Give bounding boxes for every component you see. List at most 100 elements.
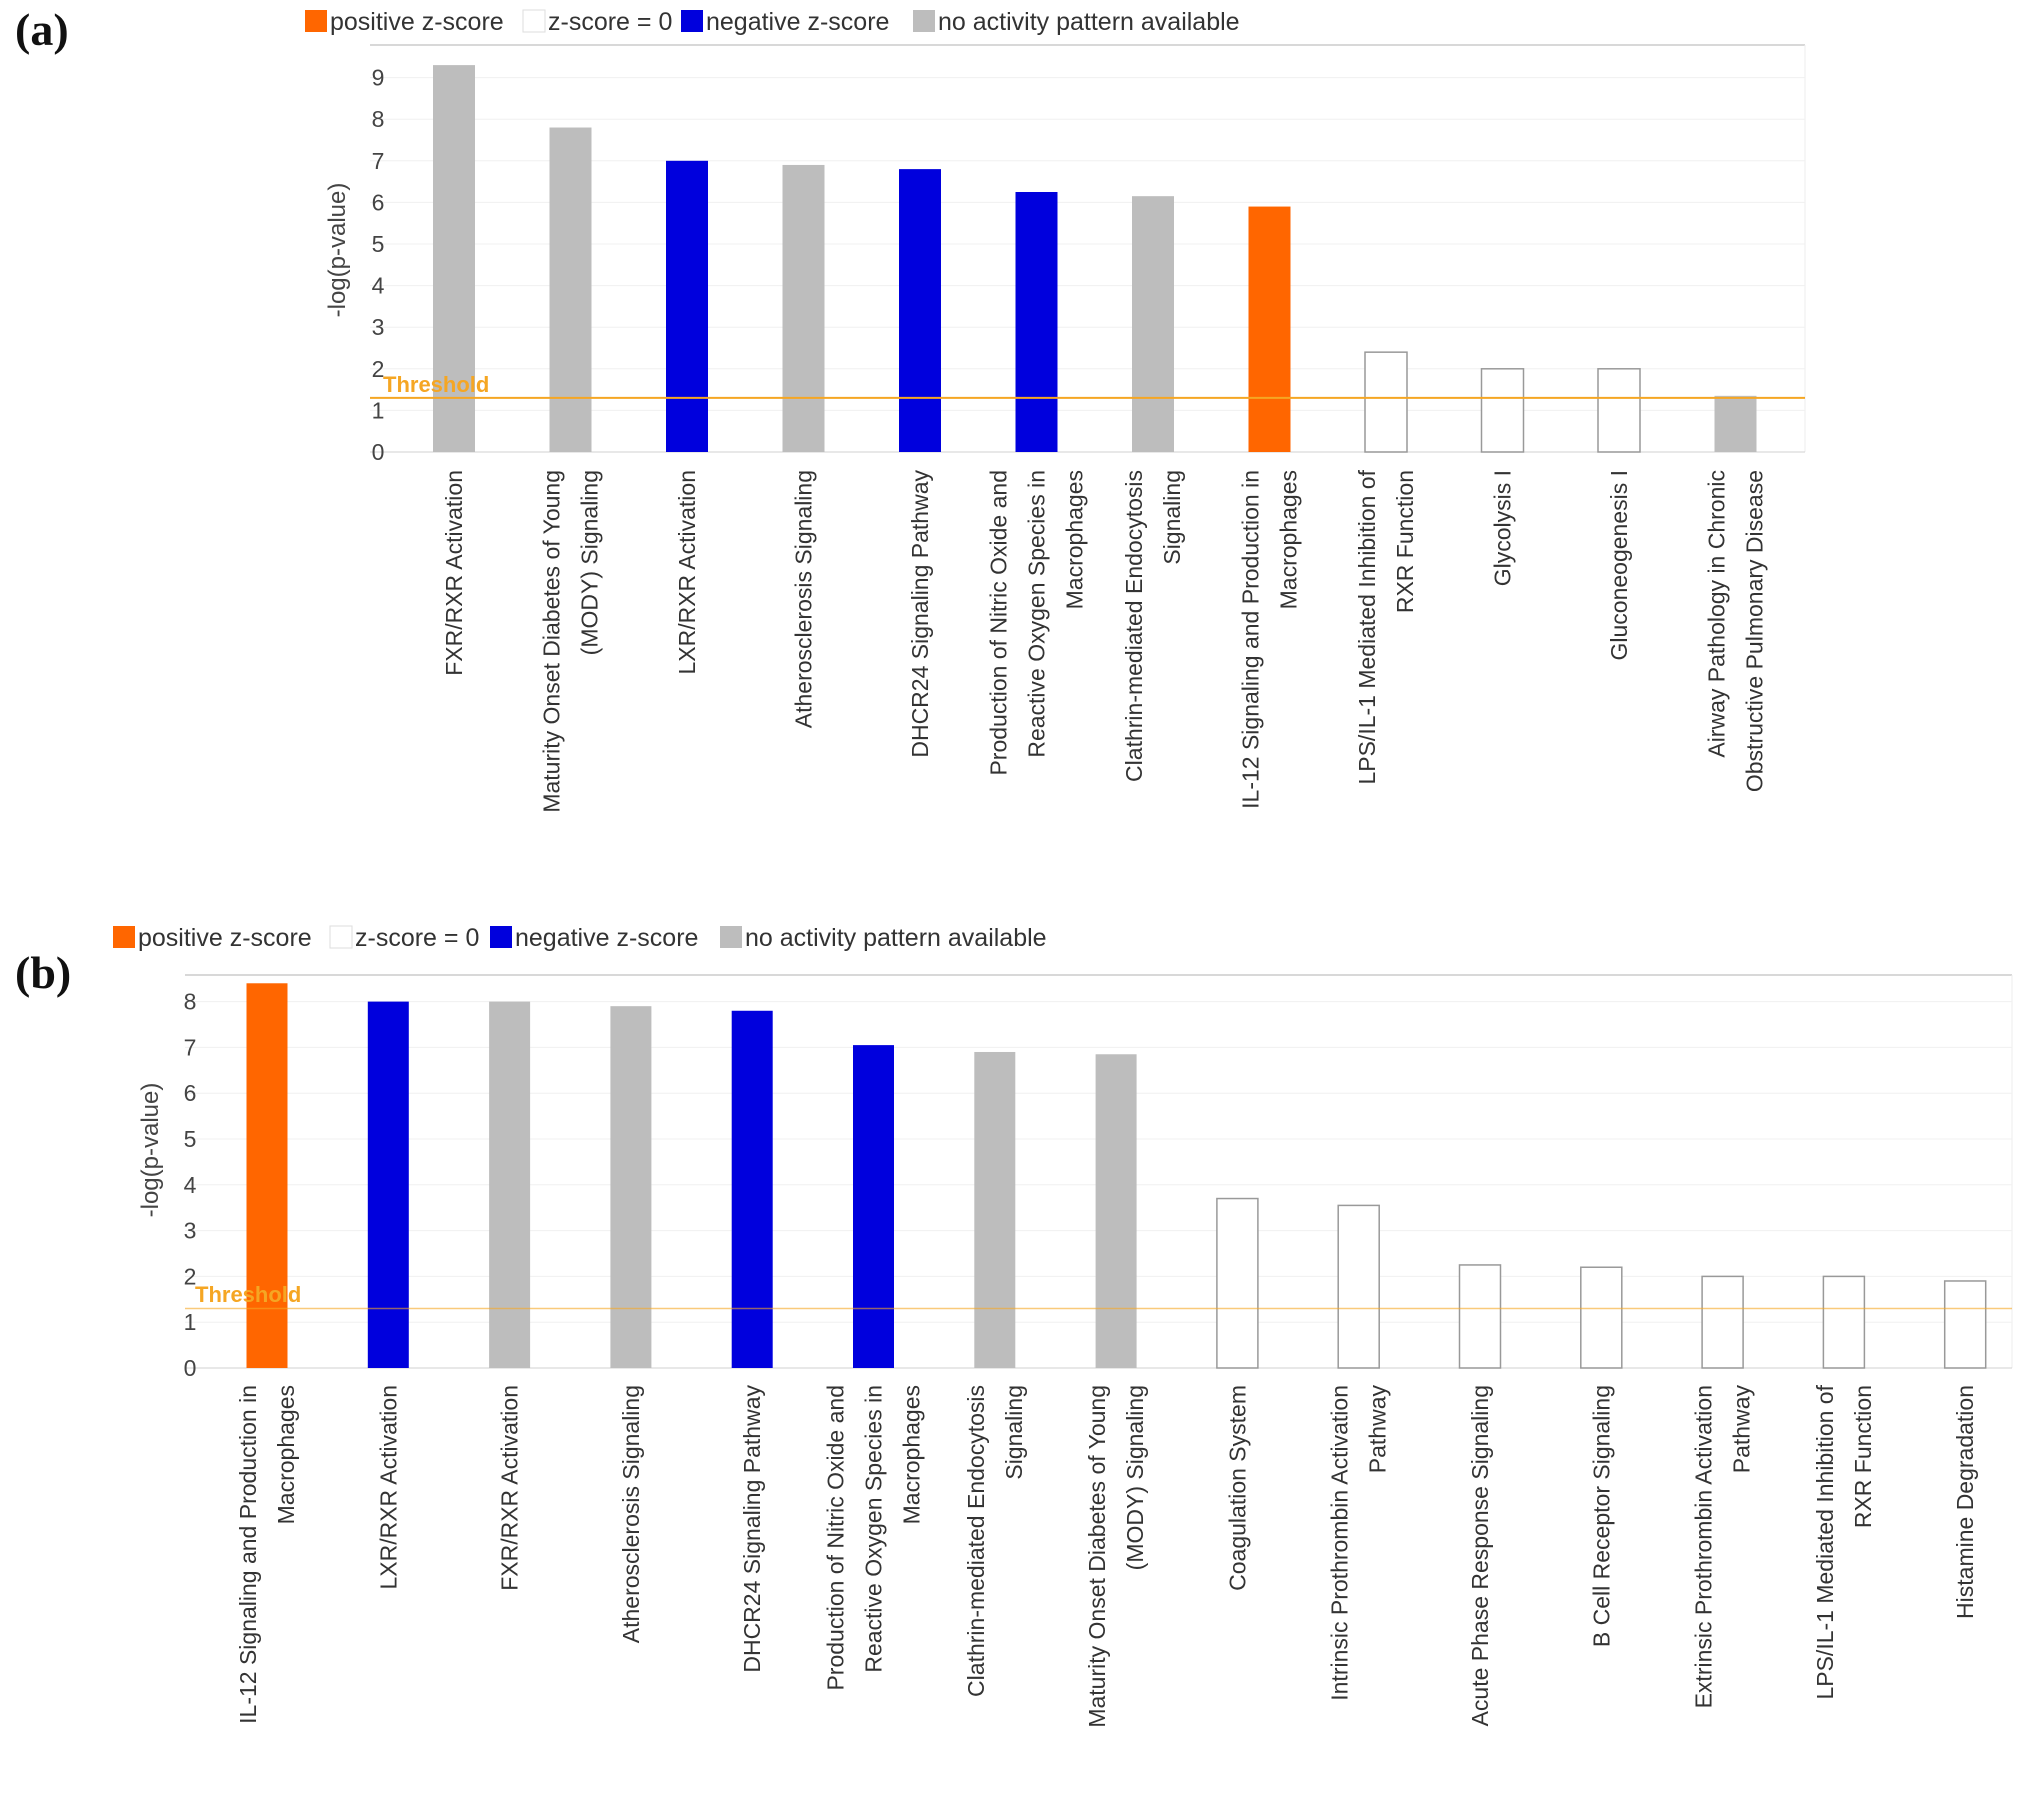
y-tick-label: 6 bbox=[184, 1080, 197, 1106]
category-label-line: FXR/RXR Activation bbox=[497, 1385, 523, 1591]
bar-positive bbox=[1248, 206, 1291, 452]
category-label-line: Production of Nitric Oxide and bbox=[986, 470, 1012, 776]
y-tick-label: 3 bbox=[372, 314, 385, 340]
bar-zero bbox=[1458, 1264, 1502, 1369]
category-label: Clathrin-mediated Endocytosis Signaling bbox=[1121, 470, 1185, 782]
y-tick-label: 2 bbox=[372, 356, 385, 382]
bar-none bbox=[549, 127, 592, 453]
legend-swatch-negative bbox=[490, 926, 512, 948]
category-label: DHCR24 Signaling Pathway bbox=[907, 470, 933, 758]
category-label-line: Glycolysis I bbox=[1490, 470, 1516, 586]
category-label-line: Macrophages bbox=[899, 1385, 925, 1524]
category-label: Clathrin-mediated Endocytosis Signaling bbox=[963, 1385, 1027, 1697]
y-tick-label: 5 bbox=[184, 1126, 197, 1152]
category-label-line: (MODY) Signaling bbox=[577, 470, 603, 655]
panel-a: (a) positive z-score z-score = 0 negative z… bbox=[15, 4, 1806, 813]
category-label-line: DHCR24 Signaling Pathway bbox=[907, 470, 933, 758]
bar-negative bbox=[1015, 192, 1058, 452]
category-label-line: Clathrin-mediated Endocytosis bbox=[963, 1385, 989, 1697]
category-label: Extrinsic Prothrombin Activation Pathway bbox=[1691, 1385, 1755, 1709]
legend-label-none: no activity pattern available bbox=[745, 924, 1047, 952]
bar-none bbox=[489, 1001, 531, 1368]
legend-swatch-negative bbox=[681, 10, 703, 32]
legend-swatch-zero bbox=[329, 925, 353, 949]
bar-none bbox=[1132, 196, 1174, 452]
legend-swatch-none bbox=[913, 10, 935, 32]
bar-positive bbox=[246, 983, 288, 1368]
category-label-line: Atherosclerosis Signaling bbox=[791, 470, 817, 728]
bar-none bbox=[433, 65, 475, 453]
y-tick-label: 7 bbox=[184, 1034, 197, 1060]
category-label: Airway Pathology in Chronic Obstructive P… bbox=[1704, 470, 1768, 792]
category-label: LXR/RXR Activation bbox=[375, 1385, 401, 1590]
category-label-line: Maturity Onset Diabetes of Young bbox=[1084, 1385, 1110, 1728]
y-tick-label: 3 bbox=[184, 1218, 197, 1244]
category-label: Gluconeogenesis I bbox=[1606, 470, 1632, 661]
legend-swatch-zero bbox=[522, 9, 546, 33]
y-tick-label: 1 bbox=[184, 1309, 197, 1335]
y-tick-label: 9 bbox=[372, 65, 385, 91]
category-label-line: Atherosclerosis Signaling bbox=[618, 1385, 644, 1643]
category-label-line: Extrinsic Prothrombin Activation bbox=[1691, 1385, 1717, 1708]
category-label: LPS/IL-1 Mediated Inhibition of RXR Funct… bbox=[1812, 1384, 1876, 1699]
bar-zero bbox=[1216, 1197, 1259, 1369]
y-tick-label: 4 bbox=[372, 273, 385, 299]
legend-label-positive: positive z-score bbox=[138, 924, 312, 952]
y-tick-label: 7 bbox=[372, 148, 385, 174]
bar-none bbox=[974, 1051, 1016, 1368]
bar-none bbox=[782, 164, 825, 452]
category-label-line: Airway Pathology in Chronic bbox=[1704, 470, 1730, 758]
bar-negative bbox=[899, 169, 941, 452]
legend-swatch-positive bbox=[305, 10, 327, 32]
bar-negative bbox=[731, 1010, 773, 1368]
y-axis-title: -log(p-value) bbox=[137, 1083, 164, 1218]
bar-zero bbox=[1580, 1266, 1623, 1369]
category-label: Glycolysis I bbox=[1490, 470, 1516, 586]
bar-zero bbox=[1337, 1204, 1380, 1369]
y-tick-label: 5 bbox=[372, 231, 385, 257]
category-label-line: Intrinsic Prothrombin Activation bbox=[1327, 1385, 1353, 1701]
category-label: Atherosclerosis Signaling bbox=[791, 470, 817, 728]
bar-zero bbox=[1597, 368, 1641, 453]
y-tick-label: 8 bbox=[372, 106, 385, 132]
category-label-line: Coagulation System bbox=[1224, 1385, 1250, 1591]
category-label-line: Macrophages bbox=[1062, 470, 1088, 609]
bar-negative bbox=[367, 1001, 409, 1368]
bar-none bbox=[610, 1006, 652, 1368]
category-label-line: (MODY) Signaling bbox=[1122, 1385, 1148, 1570]
bar-zero bbox=[1943, 1280, 1987, 1369]
legend-label-positive: positive z-score bbox=[330, 8, 504, 36]
category-label: IL-12 Signaling and Production in Macroph… bbox=[235, 1385, 299, 1724]
category-label-line: RXR Function bbox=[1850, 1385, 1876, 1528]
legend-swatch-positive bbox=[113, 926, 135, 948]
bar-negative bbox=[853, 1045, 894, 1368]
category-label-line: LPS/IL-1 Mediated Inhibition of bbox=[1354, 469, 1380, 784]
category-label-line: LXR/RXR Activation bbox=[674, 470, 700, 675]
legend-swatch-none bbox=[720, 926, 742, 948]
category-label: Maturity Onset Diabetes of Young (MODY) S… bbox=[1084, 1385, 1148, 1728]
y-tick-label: 0 bbox=[372, 439, 385, 465]
category-label-line: LPS/IL-1 Mediated Inhibition of bbox=[1812, 1384, 1838, 1699]
category-label: DHCR24 Signaling Pathway bbox=[739, 1385, 765, 1673]
y-tick-label: 1 bbox=[372, 397, 385, 423]
category-label-line: B Cell Receptor Signaling bbox=[1588, 1385, 1614, 1647]
y-tick-label: 0 bbox=[184, 1355, 197, 1381]
category-label: Maturity Onset Diabetes of Young (MODY) S… bbox=[539, 470, 603, 813]
y-tick-label: 4 bbox=[184, 1172, 197, 1198]
category-label: Atherosclerosis Signaling bbox=[618, 1385, 644, 1643]
y-axis-title: -log(p-value) bbox=[324, 183, 351, 318]
y-tick-label: 2 bbox=[184, 1263, 197, 1289]
category-label: Coagulation System bbox=[1224, 1385, 1250, 1591]
category-label-line: Signaling bbox=[1001, 1385, 1027, 1480]
legend-label-none: no activity pattern available bbox=[938, 8, 1240, 36]
category-label: LXR/RXR Activation bbox=[674, 470, 700, 675]
category-label: Intrinsic Prothrombin Activation Pathway bbox=[1327, 1385, 1391, 1701]
legend-label-negative: negative z-score bbox=[515, 924, 698, 952]
category-label-line: Gluconeogenesis I bbox=[1606, 470, 1632, 661]
bar-none bbox=[1714, 395, 1757, 452]
category-label-line: Clathrin-mediated Endocytosis bbox=[1121, 470, 1147, 782]
category-label: LPS/IL-1 Mediated Inhibition of RXR Funct… bbox=[1354, 469, 1418, 784]
category-label-line: FXR/RXR Activation bbox=[441, 470, 467, 676]
category-label-line: Reactive Oxygen Species in bbox=[1024, 470, 1050, 758]
